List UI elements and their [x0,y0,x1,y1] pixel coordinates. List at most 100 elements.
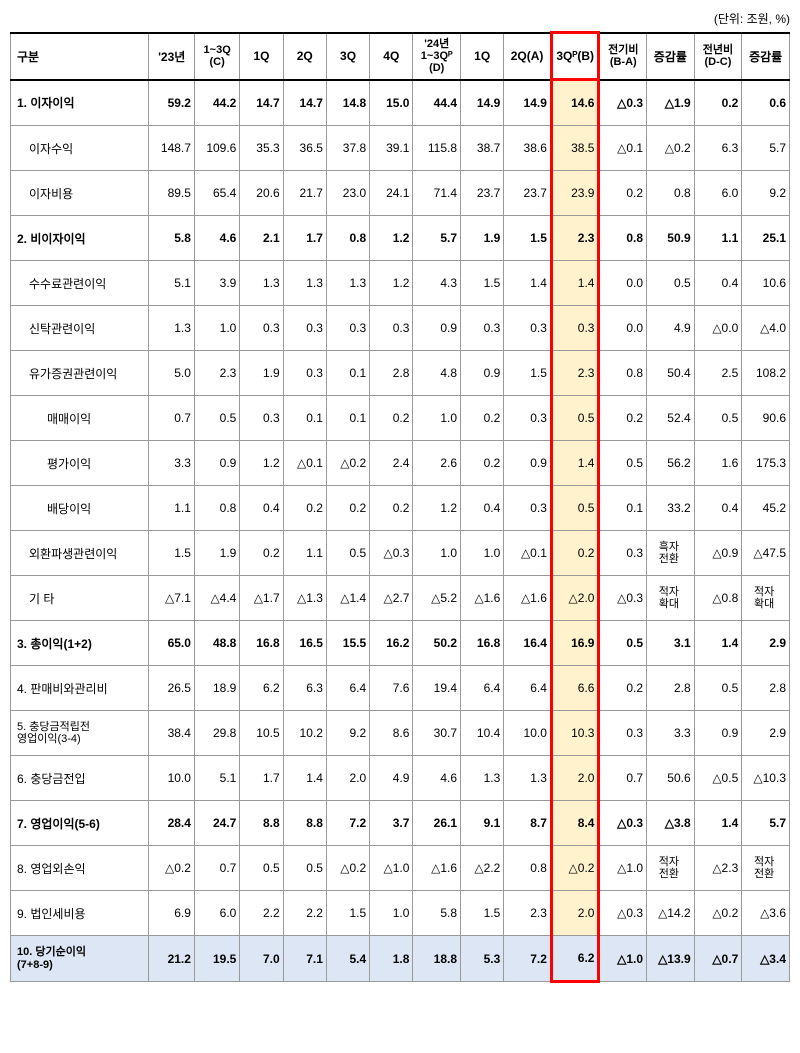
cell: △0.3 [599,576,647,621]
cell: 0.2 [461,441,504,486]
cell: 0.3 [599,711,647,756]
cell: 36.5 [283,126,326,171]
cell: 1.2 [240,441,283,486]
cell: 1.5 [461,891,504,936]
cell: 7.2 [326,801,369,846]
col-c: 1~3Q(C) [194,33,239,80]
cell: 6.4 [461,666,504,711]
cell: 1.0 [370,891,413,936]
cell: 16.9 [551,621,599,666]
cell: △0.0 [694,306,742,351]
cell: 48.8 [194,621,239,666]
cell: △1.4 [326,576,369,621]
col-q4: 4Q [370,33,413,80]
header-row: 구분'23년1~3Q(C)1Q2Q3Q4Q'24년1~3Qᴾ(D)1Q2Q(A)… [11,33,790,80]
cell: 적자확대 [647,576,695,621]
cell: △10.3 [742,756,790,801]
cell: 1.5 [149,531,194,576]
cell: 4.6 [413,756,461,801]
cell: 8.8 [240,801,283,846]
cell: △2.7 [370,576,413,621]
cell: 6.0 [694,171,742,216]
cell: 33.2 [647,486,695,531]
cell: 0.2 [240,531,283,576]
table-row: 6. 충당금전입10.05.11.71.42.04.94.61.31.32.00… [11,756,790,801]
cell: 5.1 [194,756,239,801]
cell: 21.7 [283,171,326,216]
col-q2a: 2Q(A) [504,33,552,80]
cell: 0.7 [149,396,194,441]
cell: 5.8 [149,216,194,261]
table-row: 2. 비이자이익5.84.62.11.70.81.25.71.91.52.30.… [11,216,790,261]
cell: 20.6 [240,171,283,216]
cell: 5.8 [413,891,461,936]
cell: 0.3 [504,396,552,441]
cell: △1.6 [504,576,552,621]
cell: 10.6 [742,261,790,306]
cell: 6.9 [149,891,194,936]
cell: 2.0 [326,756,369,801]
cell: 4.6 [194,216,239,261]
row-label: 배당이익 [11,486,149,531]
cell: 0.3 [504,306,552,351]
col-q1b: 1Q [461,33,504,80]
cell: 44.4 [413,80,461,126]
row-label: 외환파생관련이익 [11,531,149,576]
cell: △3.6 [742,891,790,936]
cell: 6.2 [240,666,283,711]
cell: 0.3 [240,396,283,441]
cell: 2.1 [240,216,283,261]
cell: 5.7 [742,126,790,171]
col-jn_dc: 전년비(D-C) [694,33,742,80]
cell: 4.3 [413,261,461,306]
cell: △0.2 [149,846,194,891]
cell: 1.1 [694,216,742,261]
cell: 1.3 [504,756,552,801]
cell: 175.3 [742,441,790,486]
table-row: 10. 당기순이익 (7+8-9)21.219.57.07.15.41.818.… [11,936,790,982]
cell: 5.0 [149,351,194,396]
cell: 18.8 [413,936,461,982]
cell: 1.9 [461,216,504,261]
cell: 16.4 [504,621,552,666]
cell: 0.3 [283,351,326,396]
cell: 29.8 [194,711,239,756]
cell: 적자전환 [742,846,790,891]
cell: 1.0 [413,396,461,441]
cell: 0.0 [599,306,647,351]
cell: 30.7 [413,711,461,756]
cell: △2.0 [551,576,599,621]
cell: 0.1 [599,486,647,531]
cell: 1.3 [149,306,194,351]
cell: 5.4 [326,936,369,982]
cell: 148.7 [149,126,194,171]
cell: 1.0 [461,531,504,576]
row-label: 이자비용 [11,171,149,216]
cell: 44.2 [194,80,239,126]
cell: 26.1 [413,801,461,846]
cell: 2.2 [240,891,283,936]
cell: 4.9 [370,756,413,801]
cell: 2.8 [370,351,413,396]
table-row: 배당이익1.10.80.40.20.20.21.20.40.30.50.133.… [11,486,790,531]
cell: 10.0 [149,756,194,801]
cell: 0.5 [647,261,695,306]
cell: 흑자전환 [647,531,695,576]
cell: △0.2 [694,891,742,936]
cell: 0.3 [599,531,647,576]
cell: △0.3 [370,531,413,576]
row-label: 유가증권관련이익 [11,351,149,396]
table-row: 이자수익148.7109.635.336.537.839.1115.838.73… [11,126,790,171]
cell: 0.2 [370,486,413,531]
cell: 0.6 [742,80,790,126]
cell: △2.3 [694,846,742,891]
cell: 0.2 [370,396,413,441]
cell: 7.2 [504,936,552,982]
cell: 0.1 [326,351,369,396]
col-gubun: 구분 [11,33,149,80]
cell: 0.8 [599,216,647,261]
cell: 0.5 [694,666,742,711]
cell: 50.9 [647,216,695,261]
col-jg_ba: 전기비(B-A) [599,33,647,80]
cell: 0.5 [551,486,599,531]
